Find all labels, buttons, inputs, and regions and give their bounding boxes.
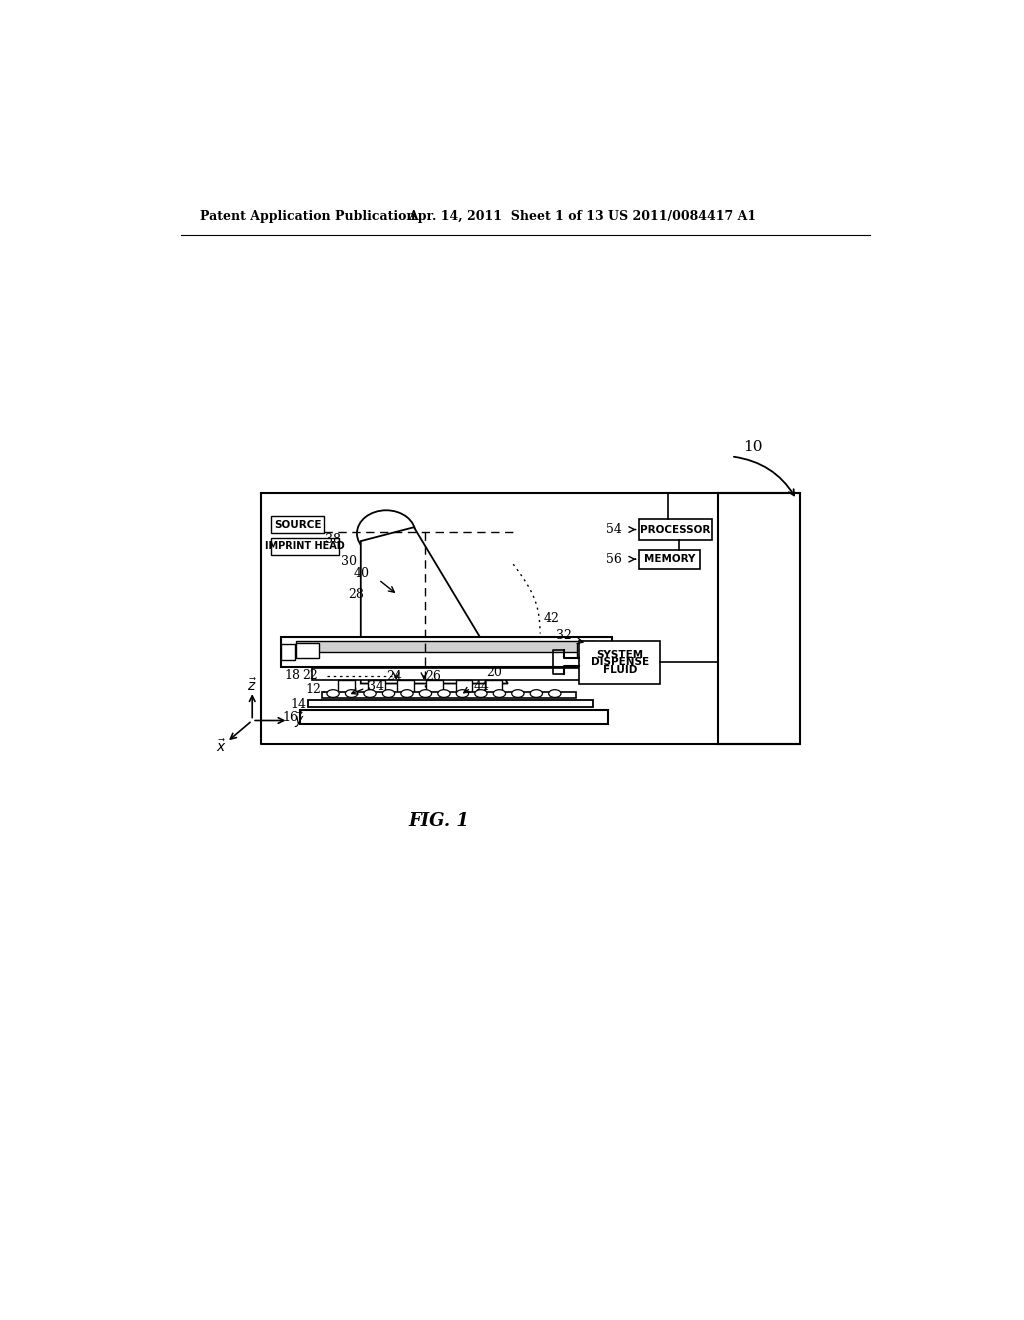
Text: IMPRINT HEAD: IMPRINT HEAD [265,541,345,552]
Text: 14: 14 [291,698,307,711]
Ellipse shape [530,689,543,697]
Text: 32: 32 [556,628,571,642]
Ellipse shape [357,511,416,557]
Text: 56: 56 [606,553,622,566]
Text: DISPENSE: DISPENSE [591,657,649,668]
Bar [281,644,295,660]
Text: SOURCE: SOURCE [273,520,322,529]
Text: US 2011/0084417 A1: US 2011/0084417 A1 [608,210,756,223]
Ellipse shape [512,689,524,697]
Bar [598,644,611,660]
Bar [456,680,472,697]
Bar [578,643,600,659]
Bar [296,642,596,652]
Text: 22: 22 [302,669,317,682]
Bar [639,549,700,569]
Bar [322,692,575,698]
Bar [296,643,319,659]
Text: $\vec{y}$: $\vec{y}$ [294,710,304,730]
Bar [281,638,611,667]
Ellipse shape [549,689,561,697]
Text: $\vec{x}$: $\vec{x}$ [216,738,226,755]
Text: 18: 18 [285,669,301,682]
Text: 54: 54 [606,523,622,536]
Text: Patent Application Publication: Patent Application Publication [200,210,416,223]
Text: FIG. 1: FIG. 1 [409,812,469,829]
Ellipse shape [475,689,487,697]
Bar [300,710,608,723]
Ellipse shape [419,689,432,697]
Text: 26: 26 [425,671,441,684]
Bar [271,516,324,533]
Bar [311,668,589,680]
Text: SYSTEM: SYSTEM [596,649,643,660]
Text: MEMORY: MEMORY [644,554,695,564]
Ellipse shape [438,689,451,697]
Ellipse shape [327,689,339,697]
Bar [339,680,355,697]
Text: 10: 10 [742,440,762,454]
Polygon shape [360,527,508,684]
Text: Apr. 14, 2011  Sheet 1 of 13: Apr. 14, 2011 Sheet 1 of 13 [408,210,603,223]
Bar [368,680,385,697]
Text: 44: 44 [473,680,489,693]
Text: FLUID: FLUID [603,665,637,675]
Text: 42: 42 [544,611,560,624]
Text: 24: 24 [386,671,401,684]
Text: 28: 28 [348,589,364,602]
Text: 12: 12 [305,684,322,696]
Bar [639,519,712,540]
Text: 38: 38 [326,533,341,546]
Ellipse shape [400,689,413,697]
Ellipse shape [457,689,469,697]
Bar [307,700,593,708]
Text: $\vec{z}$: $\vec{z}$ [247,677,257,694]
Bar [397,680,414,697]
Ellipse shape [345,689,357,697]
Text: 40: 40 [353,566,370,579]
Ellipse shape [364,689,376,697]
Text: 20: 20 [486,667,502,680]
Text: 30: 30 [341,554,356,568]
Text: PROCESSOR: PROCESSOR [640,524,711,535]
Ellipse shape [494,689,506,697]
Bar [271,539,339,554]
Bar [484,680,502,697]
Bar [426,680,443,697]
Text: 34: 34 [368,680,384,693]
Ellipse shape [382,689,394,697]
Text: 16: 16 [283,711,298,723]
Bar [580,642,660,684]
